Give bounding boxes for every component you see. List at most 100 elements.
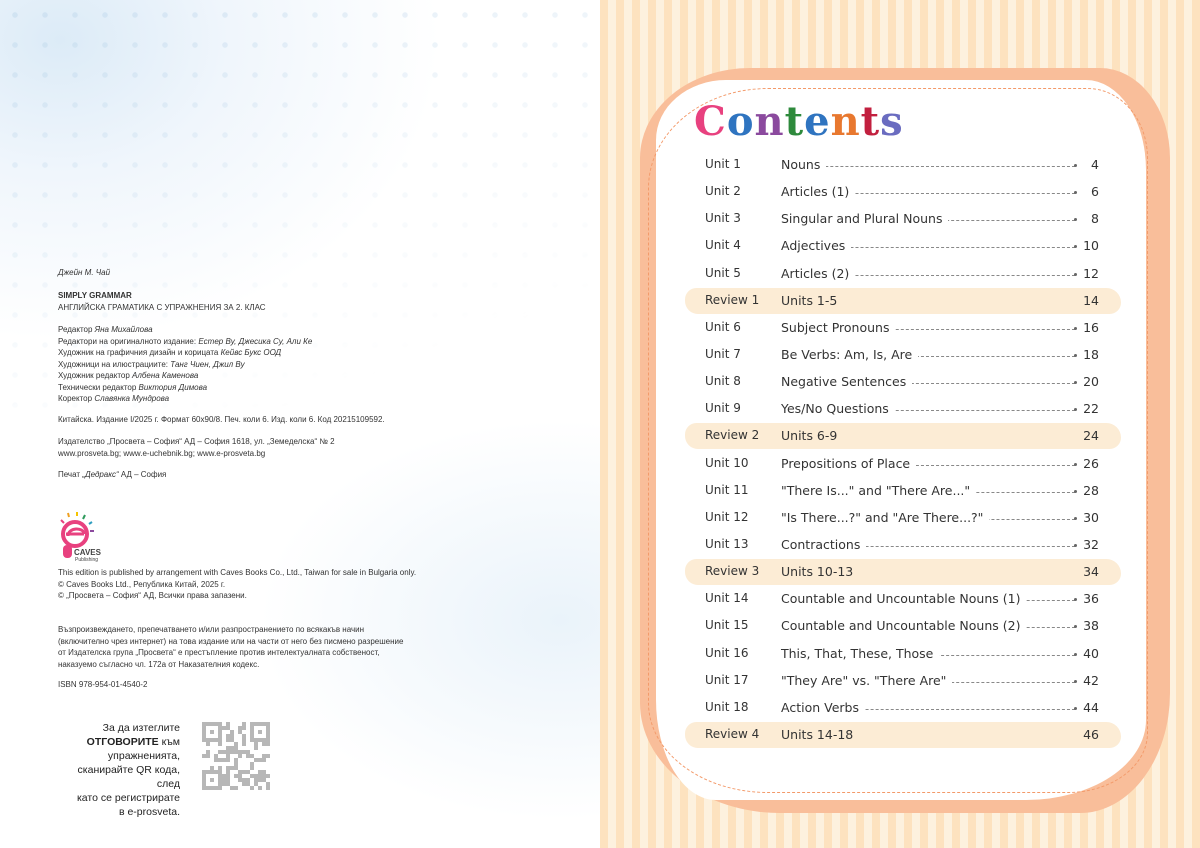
leader-dots xyxy=(785,353,1077,357)
qr-instructions: За да изтеглите ОТГОВОРИТЕ към упражнени… xyxy=(76,722,180,818)
toc-row[interactable]: Unit 6 Subject Pronouns 16 xyxy=(690,316,1115,340)
toc-row[interactable]: Unit 17 "They Are" vs. "There Are" 42 xyxy=(690,669,1115,693)
toc-label: Unit 18 xyxy=(705,699,749,714)
credit-line: Художник редактор Албена Каменова xyxy=(58,371,199,380)
toc-page-number: 4 xyxy=(1091,157,1099,172)
toc-row[interactable]: Unit 7 Be Verbs: Am, Is, Are 18 xyxy=(690,343,1115,367)
toc-title: Be Verbs: Am, Is, Are xyxy=(781,346,919,362)
legal-notice: Възпроизвеждането, препечатването и/или … xyxy=(58,625,404,669)
toc-label: Review 3 xyxy=(705,564,760,579)
toc-page-number: 42 xyxy=(1083,672,1099,688)
toc-row[interactable]: Unit 9 Yes/No Questions 22 xyxy=(690,397,1115,421)
toc-row[interactable]: Unit 13 Contractions 32 xyxy=(690,533,1115,557)
leader-dots xyxy=(785,408,1077,412)
edition-info: Китайска. Издание I/2025 г. Формат 60x90… xyxy=(58,415,385,424)
credit-line: Технически редактор Виктория Димова xyxy=(58,382,208,392)
toc-row[interactable]: Unit 4 Adjectives 10 xyxy=(690,234,1115,258)
toc-title: Prepositions of Place xyxy=(781,455,917,471)
toc-label: Unit 7 xyxy=(705,346,741,361)
toc-title: Units 1-5 xyxy=(781,292,838,308)
toc-review-row[interactable]: Review 2 Units 6-9 24 xyxy=(685,423,1121,450)
leader-dots xyxy=(785,164,1077,167)
toc-page-number: 16 xyxy=(1083,319,1099,335)
toc-page-number: 20 xyxy=(1083,374,1099,390)
toc-page-number: 36 xyxy=(1083,591,1099,607)
contents-title: Contents xyxy=(694,98,904,145)
toc-page-number: 24 xyxy=(1083,428,1099,444)
toc-label: Review 2 xyxy=(705,428,760,443)
credit-line: Художник на графичния дизайн и корицата … xyxy=(58,348,282,357)
toc-row[interactable]: Unit 18 Action Verbs 44 xyxy=(690,696,1115,720)
leader-dots xyxy=(785,326,1077,330)
toc-page-number: 44 xyxy=(1083,699,1099,715)
toc-page-number: 34 xyxy=(1083,564,1099,580)
toc-label: Unit 5 xyxy=(705,265,741,280)
toc-page-number: 6 xyxy=(1091,184,1099,200)
credit-line: Коректор Славянка Мундрова xyxy=(58,394,170,403)
toc-row[interactable]: Unit 14 Countable and Uncountable Nouns (… xyxy=(690,587,1115,611)
toc-label: Unit 17 xyxy=(705,672,749,687)
toc-title: "Is There...?" and "Are There...?" xyxy=(781,509,990,525)
leader-dots xyxy=(785,381,1077,385)
toc-title: Adjectives xyxy=(781,238,852,254)
title-letter: s xyxy=(880,98,904,145)
toc-title: Articles (2) xyxy=(781,265,856,281)
toc-page-number: 40 xyxy=(1083,645,1099,661)
toc-row[interactable]: Unit 10 Prepositions of Place 26 xyxy=(690,452,1115,476)
toc-row[interactable]: Unit 12 "Is There...?" and "Are There...?… xyxy=(690,506,1115,530)
leader-dots xyxy=(785,706,1077,710)
websites: www.prosveta.bg; www.e-uchebnik.bg; www.… xyxy=(58,448,266,458)
toc-title: Negative Sentences xyxy=(781,374,913,390)
logo-subtext: Publishing xyxy=(75,557,99,563)
toc-title: Units 6-9 xyxy=(781,428,838,444)
toc-row[interactable]: Unit 5 Articles (2) 12 xyxy=(690,262,1115,286)
title-letter: e xyxy=(804,98,831,145)
logo-text: CAVES xyxy=(74,548,101,557)
publisher-address: Издателство „Просвета – София“ АД – Софи… xyxy=(58,437,335,446)
toc-page-number: 10 xyxy=(1083,238,1099,254)
credit-line: Художници на илюстрациите: Танг Чиен, Дж… xyxy=(58,359,245,369)
toc-row[interactable]: Unit 1 Nouns 4 xyxy=(690,153,1115,177)
toc-row[interactable]: Unit 2 Articles (1) 6 xyxy=(690,180,1115,204)
book-title: SIMPLY GRAMMAR xyxy=(58,291,132,300)
title-letter: t xyxy=(860,98,881,145)
leader-dots xyxy=(785,543,1077,547)
toc-page-number: 14 xyxy=(1083,292,1099,308)
printer-info: Печат „Дедракс“ АД – София xyxy=(58,470,167,479)
toc-title: Yes/No Questions xyxy=(781,401,895,417)
toc-row[interactable]: Unit 11 "There Is..." and "There Are..." 2… xyxy=(690,479,1115,503)
toc-label: Review 1 xyxy=(705,292,760,307)
toc-row[interactable]: Unit 3 Singular and Plural Nouns 8 xyxy=(690,207,1115,231)
toc-row[interactable]: Unit 15 Countable and Uncountable Nouns (… xyxy=(690,614,1115,638)
toc-review-row[interactable]: Review 3 Units 10-13 34 xyxy=(685,559,1121,586)
toc-label: Unit 11 xyxy=(705,482,749,497)
toc-title: Countable and Uncountable Nouns (1) xyxy=(781,591,1027,607)
toc-title: This, That, These, Those xyxy=(781,645,940,661)
toc-label: Unit 16 xyxy=(705,645,749,660)
book-subtitle: АНГЛИЙСКА ГРАМАТИКА С УПРАЖНЕНИЯ ЗА 2. К… xyxy=(58,302,266,312)
toc-label: Unit 9 xyxy=(705,401,741,416)
toc-review-row[interactable]: Review 1 Units 1-5 14 xyxy=(685,287,1121,314)
book-title-block: SIMPLY GRAMMAR АНГЛИЙСКА ГРАМАТИКА С УПР… xyxy=(58,290,266,313)
rights-block: This edition is published by arrangement… xyxy=(58,568,417,600)
toc-page-number: 26 xyxy=(1083,455,1099,471)
toc-row[interactable]: Unit 16 This, That, These, Those 40 xyxy=(690,642,1115,666)
toc-review-row[interactable]: Review 4 Units 14-18 46 xyxy=(685,721,1121,748)
toc-page-number: 28 xyxy=(1083,482,1099,498)
toc-label: Unit 4 xyxy=(705,238,741,253)
toc-label: Unit 2 xyxy=(705,184,741,199)
toc-label: Unit 8 xyxy=(705,374,741,389)
title-letter: C xyxy=(694,98,727,145)
qr-code[interactable] xyxy=(202,722,270,790)
toc-label: Unit 10 xyxy=(705,455,749,470)
toc-label: Review 4 xyxy=(705,726,760,741)
title-letter: t xyxy=(784,98,805,145)
toc-title: Articles (1) xyxy=(781,184,856,200)
caves-publishing-logo: CAVES Publishing xyxy=(58,510,108,565)
title-letter: n xyxy=(754,98,785,145)
toc-title: Units 14-18 xyxy=(781,726,854,742)
toc-page-number: 32 xyxy=(1083,536,1099,552)
toc-label: Unit 1 xyxy=(705,157,741,171)
toc-page-number: 46 xyxy=(1083,726,1099,742)
toc-row[interactable]: Unit 8 Negative Sentences 20 xyxy=(690,370,1115,394)
